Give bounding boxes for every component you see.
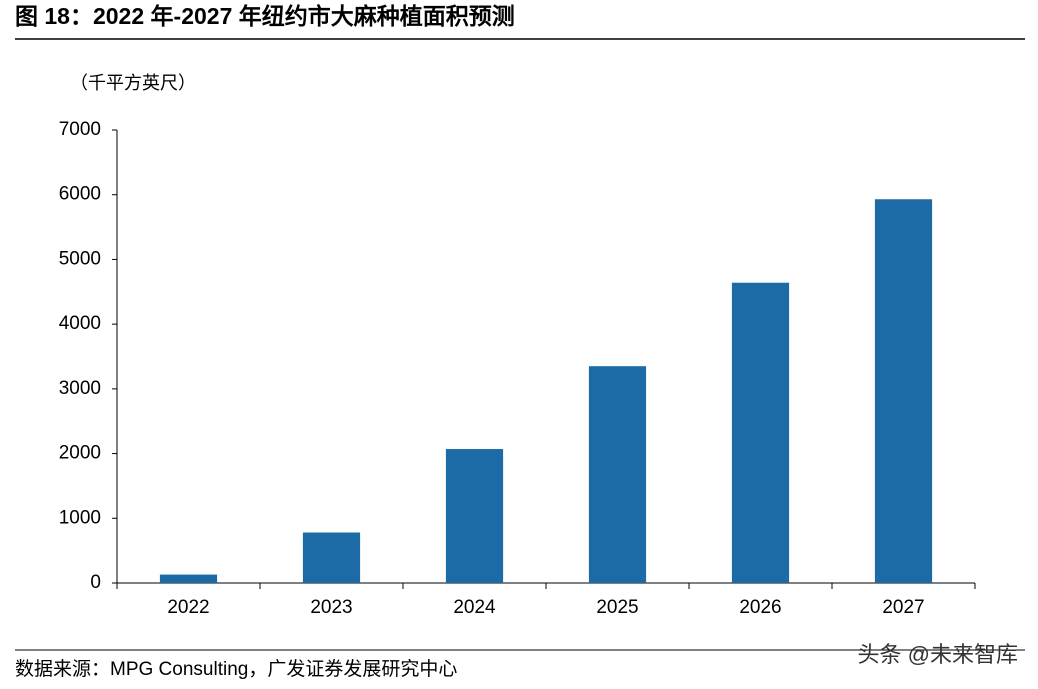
x-tick-label: 2022 (167, 597, 209, 618)
y-tick-label: 4000 (59, 313, 101, 334)
bar (159, 574, 218, 583)
x-tick-label: 2023 (310, 597, 352, 618)
y-tick-label: 0 (90, 572, 101, 593)
bar (445, 449, 504, 583)
y-tick-label: 7000 (59, 119, 101, 140)
bar (302, 532, 361, 583)
y-axis-label: （千平方英尺） (70, 73, 196, 93)
source: 数据来源：MPG Consulting，广发证券发展研究中心 (15, 658, 457, 680)
x-tick-label: 2026 (739, 597, 781, 618)
x-tick-label: 2027 (882, 597, 924, 618)
bar (874, 199, 933, 583)
bar (588, 366, 647, 583)
watermark: 头条 @未来智库 (858, 642, 1018, 667)
y-tick-label: 5000 (59, 248, 101, 269)
y-tick-label: 2000 (59, 443, 101, 464)
bar (731, 282, 790, 583)
x-tick-label: 2024 (453, 597, 496, 618)
chart-title: 图 18：2022 年-2027 年纽约市大麻种植面积预测 (15, 3, 515, 29)
y-tick-label: 6000 (59, 184, 101, 205)
x-tick-label: 2025 (596, 597, 638, 618)
y-tick-label: 3000 (59, 378, 101, 399)
y-tick-label: 1000 (59, 507, 101, 528)
